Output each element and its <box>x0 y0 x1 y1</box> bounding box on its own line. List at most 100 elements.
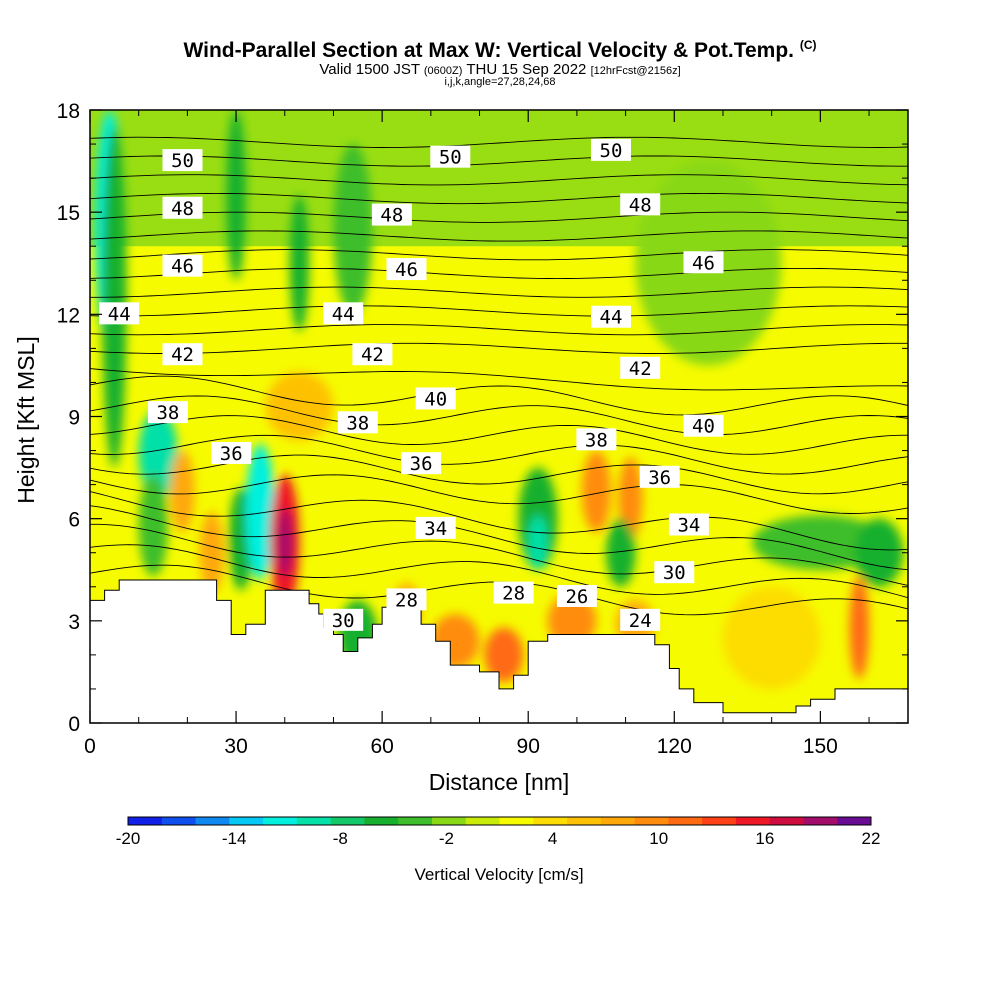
contour-line-8 <box>90 415 908 455</box>
contour-line-17 <box>90 249 908 261</box>
contour-label-46-1: 46 <box>386 258 427 281</box>
w-feature-29 <box>722 586 821 689</box>
contour-line-13 <box>90 324 908 336</box>
x-tick-label: 90 <box>517 735 540 758</box>
colorbar-swatch <box>431 817 467 825</box>
x-tick-label: 150 <box>803 735 838 758</box>
contour-line-1 <box>90 544 908 599</box>
y-tick-label: 0 <box>68 713 80 736</box>
contour-line-4 <box>90 491 908 551</box>
svg-text:38: 38 <box>156 402 179 424</box>
contour-label-40-1: 40 <box>683 414 724 438</box>
colorbar-swatch <box>398 817 433 825</box>
contour-label-38-1: 38 <box>337 411 378 434</box>
valid-time: Valid 1500 JST <box>319 61 420 78</box>
x-tick-label: 30 <box>224 735 247 758</box>
colorbar-swatch <box>769 817 804 825</box>
contour-label-44-2: 44 <box>590 305 631 329</box>
contour-line-2 <box>90 523 908 586</box>
colorbar-swatch <box>668 817 703 825</box>
y-tick-label: 3 <box>68 611 80 634</box>
w-feature-12 <box>289 195 310 332</box>
w-feature-10 <box>277 508 293 577</box>
contour-label-38-2: 38 <box>576 428 617 451</box>
svg-text:42: 42 <box>629 358 652 380</box>
colorbar-swatch <box>735 817 771 825</box>
y-axis-title: Height [Kft MSL] <box>13 336 39 503</box>
svg-text:34: 34 <box>677 514 700 536</box>
contour-line-14 <box>90 305 908 317</box>
contour-label-48-1: 48 <box>371 203 412 227</box>
colorbar-tick-label: 22 <box>862 829 881 848</box>
svg-text:36: 36 <box>410 453 433 475</box>
chart-title: Wind-Parallel Section at Max W: Vertical… <box>0 38 1000 63</box>
contour-label-46-0: 46 <box>162 254 203 278</box>
contour-label-38-0: 38 <box>147 401 188 424</box>
svg-text:28: 28 <box>395 589 418 611</box>
svg-text:34: 34 <box>424 518 447 540</box>
colorbar-tick-label: -20 <box>116 829 141 848</box>
colorbar-swatch <box>229 817 264 825</box>
contour-line-23 <box>90 136 908 148</box>
contour-label-34-1: 34 <box>668 513 709 536</box>
forecast-run: [12hrFcst@2156z] <box>590 65 681 77</box>
w-feature-28 <box>854 518 904 587</box>
w-feature-4 <box>138 474 168 577</box>
contour-label-50-0: 50 <box>162 149 203 172</box>
w-feature-8 <box>245 443 276 580</box>
svg-text:44: 44 <box>600 307 623 329</box>
contour-label-28-0: 28 <box>386 588 427 611</box>
contour-label-30-0: 30 <box>323 608 364 632</box>
svg-text:44: 44 <box>332 303 355 325</box>
contour-line-10 <box>90 375 908 416</box>
w-feature-6 <box>226 110 246 281</box>
w-feature-11 <box>265 372 334 441</box>
colorbar-swatch <box>195 817 230 825</box>
contour-line-5 <box>90 474 908 514</box>
w-feature-19 <box>528 515 548 570</box>
contour-label-36-1: 36 <box>401 452 442 475</box>
contour-label-28-1: 28 <box>493 581 534 605</box>
w-feature-17 <box>484 627 524 683</box>
contour-line-22 <box>90 155 908 167</box>
field-upper <box>90 110 908 247</box>
svg-text:48: 48 <box>380 205 403 227</box>
colorbar-swatch <box>499 817 534 825</box>
colorbar-swatch <box>634 817 669 825</box>
colorbar-tick-label: 10 <box>649 829 668 848</box>
contour-line-7 <box>90 434 908 475</box>
contour-label-36-0: 36 <box>211 441 252 465</box>
chart-subtitle: Valid 1500 JST (0600Z) THU 15 Sep 2022 [… <box>0 61 1000 78</box>
colorbar: -20 -14 -8 -2 4 10 16 22 <box>116 816 881 848</box>
w-feature-13 <box>333 144 373 315</box>
svg-text:24: 24 <box>629 610 652 632</box>
y-tick-label: 18 <box>57 100 80 123</box>
x-tick-label: 120 <box>657 735 692 758</box>
colorbar-tick-label: -8 <box>333 829 348 848</box>
colorbar-swatch <box>702 817 737 825</box>
contour-line-9 <box>90 395 908 436</box>
w-feature-23 <box>606 518 636 587</box>
plot-area: 50 50 50 48 48 48 46 46 46 44 44 44 42 42 42 40 40 38 38 38… <box>90 110 908 723</box>
contour-label-34-0: 34 <box>415 516 456 540</box>
contour-label-48-2: 48 <box>620 193 661 216</box>
contour-label-36-2: 36 <box>639 465 680 489</box>
contour-label-40-0: 40 <box>415 387 456 410</box>
chart-title-text: Wind-Parallel Section at Max W: Vertical… <box>183 39 794 62</box>
colorbar-swatch <box>330 817 365 825</box>
contour-line-19 <box>90 211 908 223</box>
copyright-mark: (C) <box>799 38 817 52</box>
contour-labels: 50 50 50 48 48 48 46 46 46 44 44 44 42 42 42 40 40 38 38 38… <box>99 138 724 632</box>
x-tick-label: 60 <box>370 735 393 758</box>
y-tick-label: 15 <box>57 202 80 225</box>
svg-text:36: 36 <box>648 467 671 489</box>
svg-text:30: 30 <box>663 562 686 584</box>
w-feature-21 <box>581 450 611 533</box>
colorbar-swatch <box>803 817 838 825</box>
contour-label-30-1: 30 <box>654 561 695 584</box>
contour-line-11 <box>90 368 908 391</box>
contour-label-26-0: 26 <box>556 584 597 608</box>
colorbar-tick-label: 16 <box>755 829 774 848</box>
contour-label-42-2: 42 <box>620 356 661 380</box>
svg-text:26: 26 <box>565 586 588 608</box>
